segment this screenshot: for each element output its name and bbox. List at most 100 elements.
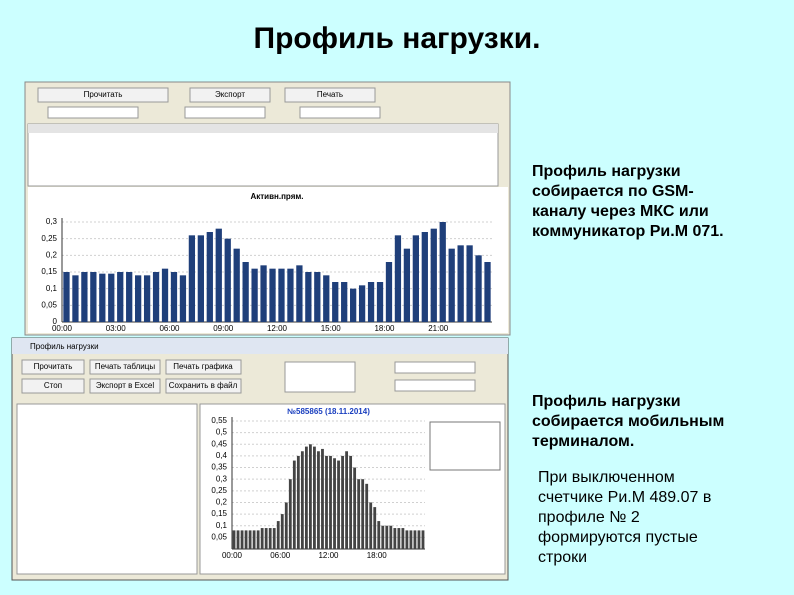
bar: [345, 451, 349, 549]
button[interactable]: [165, 359, 242, 375]
bar: [304, 446, 308, 549]
bar: [367, 282, 375, 322]
table: [16, 403, 198, 575]
bar: [313, 446, 316, 549]
bar: [329, 455, 332, 549]
bar: [152, 272, 160, 322]
y-tick-label: 0,15: [41, 267, 57, 276]
bar: [377, 521, 381, 549]
bar: [232, 530, 236, 549]
button[interactable]: [165, 378, 242, 394]
y-tick-label: 0,5: [216, 428, 228, 437]
button-label: Прочитать: [84, 90, 123, 99]
bar: [108, 273, 115, 322]
y-tick-label: 0,3: [46, 217, 58, 226]
y-tick-label: 0,2: [216, 498, 228, 507]
bar: [385, 525, 389, 549]
y-tick-label: 0,25: [41, 234, 57, 243]
bar: [361, 479, 365, 549]
bar: [394, 235, 402, 322]
bar: [484, 262, 491, 322]
bar: [99, 273, 106, 322]
paragraph: Профиль нагрузки собирается мобильным те…: [532, 393, 725, 450]
chart-title: Активн.прям.: [250, 192, 303, 201]
chart-title: №585865 (18.11.2014): [287, 407, 370, 416]
bar: [369, 502, 373, 549]
y-tick-label: 0,55: [211, 416, 227, 425]
bar: [421, 232, 428, 322]
x-tick-label: 12:00: [318, 551, 339, 560]
bar: [466, 245, 473, 322]
button[interactable]: [189, 87, 271, 103]
bar: [353, 467, 357, 549]
bar: [269, 268, 276, 322]
bar: [278, 268, 285, 322]
y-tick-label: 0,4: [216, 451, 228, 460]
bar: [323, 275, 330, 322]
bar: [457, 245, 464, 322]
bar: [240, 530, 244, 549]
bar: [143, 275, 151, 322]
bar: [236, 530, 240, 549]
bar: [321, 448, 324, 549]
button-label: Печать графика: [173, 362, 233, 371]
bar: [248, 530, 252, 549]
bar: [403, 248, 411, 322]
bar: [215, 228, 222, 322]
bar: [314, 272, 321, 322]
bar: [233, 248, 240, 322]
button[interactable]: [21, 359, 85, 375]
title-bar: [12, 338, 508, 354]
bar: [409, 530, 413, 549]
bar: [81, 272, 88, 322]
bar: [224, 238, 231, 322]
bar: [430, 228, 437, 322]
y-tick-label: 0: [53, 317, 58, 326]
x-tick-label: 00:00: [52, 324, 73, 333]
bar: [268, 528, 272, 549]
y-tick-label: 0,05: [211, 532, 227, 541]
date-field[interactable]: [47, 106, 139, 119]
button[interactable]: [89, 359, 161, 375]
button-label: Экспорт: [215, 90, 245, 99]
bar: [421, 530, 425, 549]
y-tick-label: 0,15: [211, 509, 227, 518]
y-tick-label: 0,35: [211, 463, 227, 472]
x-tick-label: 21:00: [428, 324, 449, 333]
bar: [276, 521, 280, 549]
bar: [284, 502, 288, 549]
bar: [252, 530, 256, 549]
date-field[interactable]: [184, 106, 266, 119]
bar: [317, 451, 320, 549]
button[interactable]: [284, 87, 376, 103]
bar: [161, 268, 169, 322]
date-field[interactable]: [394, 379, 476, 392]
bar: [197, 235, 204, 322]
bar: [264, 528, 268, 549]
button-label: Сохранить в файл: [169, 381, 238, 390]
bar: [397, 528, 401, 549]
bar: [287, 268, 294, 322]
bar: [405, 530, 409, 549]
checklist[interactable]: [284, 361, 356, 393]
x-tick-label: 18:00: [367, 551, 388, 560]
bar: [117, 272, 124, 322]
y-tick-label: 0,45: [211, 439, 227, 448]
bar: [389, 525, 393, 549]
button[interactable]: [21, 378, 85, 394]
y-tick-label: 0,05: [41, 300, 57, 309]
bar: [417, 530, 421, 549]
y-tick-label: 0,2: [46, 250, 58, 259]
window-title: Профиль нагрузки: [30, 342, 99, 351]
button[interactable]: [89, 378, 161, 394]
bar: [350, 288, 357, 322]
button[interactable]: [37, 87, 169, 103]
chart-area: [28, 187, 508, 333]
bar: [376, 282, 384, 322]
bar: [272, 528, 276, 549]
x-tick-label: 18:00: [374, 324, 395, 333]
select-field[interactable]: [299, 106, 381, 119]
bar: [439, 222, 446, 322]
slide-title: Профиль нагрузки.: [253, 22, 541, 55]
date-field[interactable]: [394, 361, 476, 374]
